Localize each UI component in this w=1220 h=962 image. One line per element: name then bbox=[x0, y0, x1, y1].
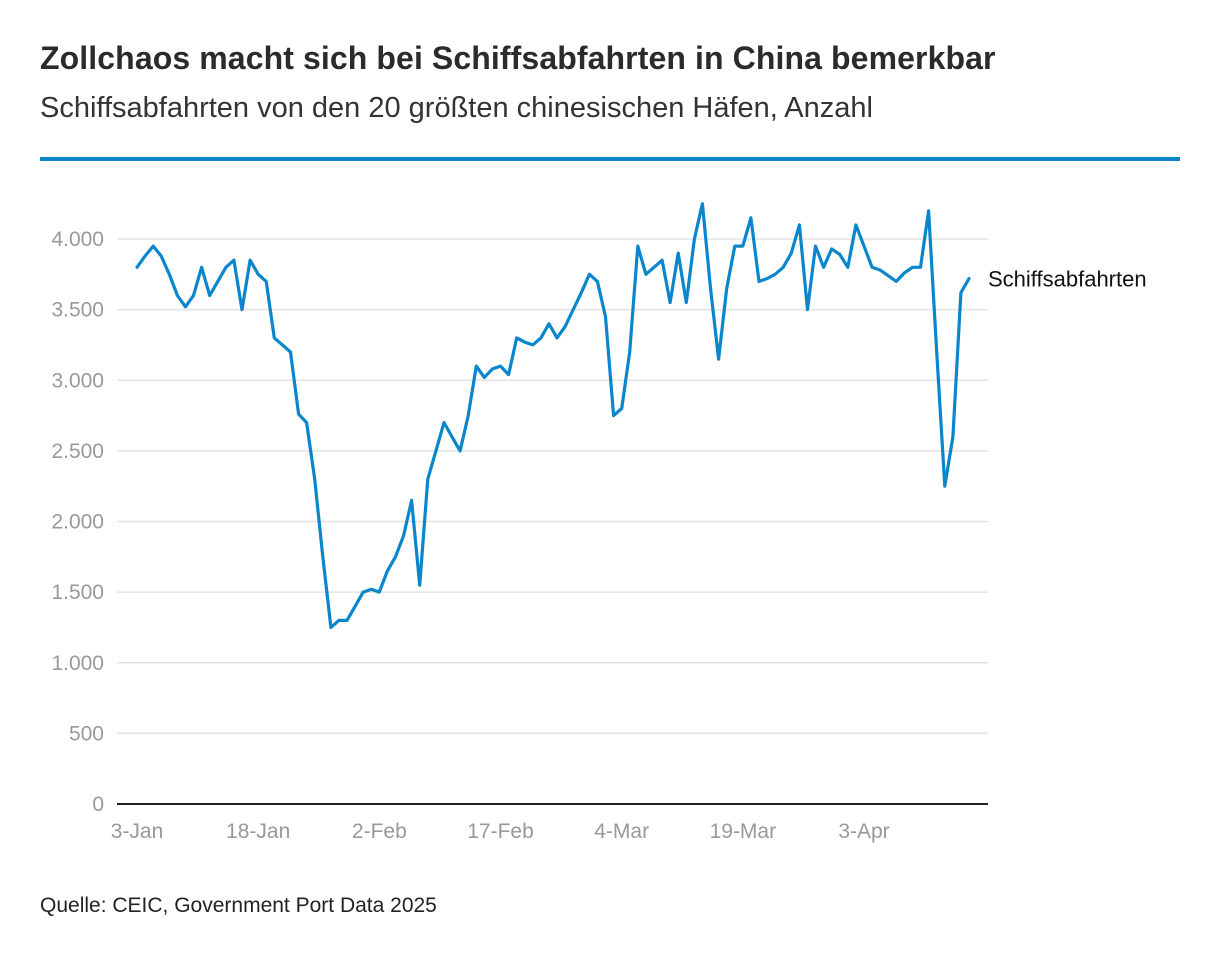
header-rule bbox=[40, 157, 1180, 161]
source-note: Quelle: CEIC, Government Port Data 2025 bbox=[40, 894, 437, 917]
y-tick-label: 2.000 bbox=[51, 511, 104, 534]
y-tick-label: 2.500 bbox=[51, 440, 104, 463]
y-tick-label: 3.000 bbox=[51, 369, 104, 392]
x-axis-ticks: 3-Jan 18-Jan 2-Feb 17-Feb 4-Mar 19-Mar 3-Apr bbox=[111, 820, 890, 843]
x-tick-label: 19-Mar bbox=[710, 820, 777, 843]
series-line bbox=[135, 202, 971, 629]
y-tick-label: 0 bbox=[92, 793, 104, 816]
grid-lines bbox=[117, 238, 988, 735]
x-tick-label: 3-Jan bbox=[111, 820, 164, 843]
series-layer: Schiffsabfahrten bbox=[135, 202, 1147, 629]
x-tick-label: 4-Mar bbox=[594, 820, 649, 843]
x-tick-label: 3-Apr bbox=[838, 820, 889, 843]
x-tick-label: 17-Feb bbox=[467, 820, 534, 843]
x-tick-label: 2-Feb bbox=[352, 820, 407, 843]
x-tick-label: 18-Jan bbox=[226, 820, 290, 843]
chart-subtitle: Schiffsabfahrten von den 20 größten chin… bbox=[40, 92, 873, 124]
y-tick-label: 3.500 bbox=[51, 299, 104, 322]
y-axis-ticks: 0 500 1.000 1.500 2.000 2.500 3.000 3.500 4.000 bbox=[51, 228, 104, 816]
y-tick-label: 4.000 bbox=[51, 228, 104, 251]
y-tick-label: 500 bbox=[69, 722, 104, 745]
y-tick-label: 1.000 bbox=[51, 652, 104, 675]
y-tick-label: 1.500 bbox=[51, 581, 104, 604]
series-label: Schiffsabfahrten bbox=[988, 267, 1147, 292]
chart-title: Zollchaos macht sich bei Schiffsabfahrte… bbox=[40, 40, 996, 76]
